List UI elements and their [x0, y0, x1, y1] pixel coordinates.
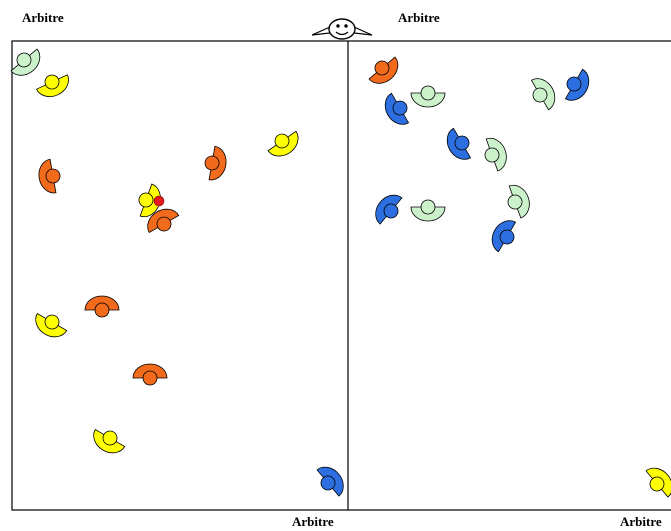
player-token-icon — [147, 208, 180, 234]
player-token-icon — [507, 184, 530, 219]
ball-icon — [153, 195, 165, 207]
player-token-icon — [491, 220, 517, 253]
player-token-icon — [410, 199, 446, 222]
player-token-icon — [316, 466, 344, 497]
player-token-icon — [530, 78, 556, 111]
player-token-icon — [84, 295, 120, 318]
player-token-icon — [138, 183, 161, 218]
player-token-icon — [446, 127, 472, 160]
player-token-icon — [564, 68, 590, 101]
player-token-icon — [93, 428, 126, 454]
player-token-icon — [410, 85, 446, 108]
player-token-icon — [368, 56, 399, 84]
right-zone-players — [368, 56, 671, 498]
player-token-icon — [132, 363, 168, 386]
left-zone-players — [10, 48, 344, 497]
ball-layer — [153, 195, 165, 207]
player-token-icon — [375, 194, 403, 225]
field-border — [11, 40, 671, 511]
referee-label-top-left: Arbitre — [22, 10, 64, 25]
smiley-face-icon — [311, 18, 373, 40]
referee-label-bottom-right: Arbitre — [620, 514, 662, 529]
referee-label-bottom-middle: Arbitre — [292, 514, 334, 529]
player-token-icon — [267, 130, 299, 157]
player-token-icon — [36, 74, 69, 97]
player-token-icon — [10, 48, 41, 76]
player-token-icon — [645, 467, 671, 498]
player-token-icon — [484, 137, 507, 172]
player-token-icon — [384, 92, 410, 125]
player-token-icon — [35, 312, 68, 338]
referee-label-top-right: Arbitre — [398, 10, 440, 25]
player-token-icon — [38, 158, 61, 194]
player-token-icon — [204, 145, 227, 181]
